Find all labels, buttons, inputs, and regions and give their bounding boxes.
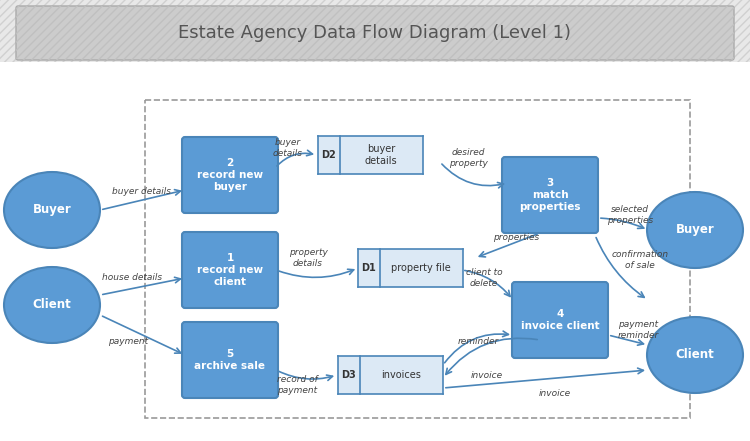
Ellipse shape bbox=[4, 172, 100, 248]
Text: house details: house details bbox=[102, 273, 162, 281]
Text: Client: Client bbox=[676, 348, 714, 362]
Text: reminder: reminder bbox=[458, 337, 499, 347]
Text: D1: D1 bbox=[362, 263, 376, 273]
Text: D3: D3 bbox=[341, 370, 356, 380]
FancyBboxPatch shape bbox=[502, 157, 598, 233]
Text: record of
payment: record of payment bbox=[277, 375, 317, 395]
Bar bbox=[358, 249, 463, 287]
Text: 5
archive sale: 5 archive sale bbox=[194, 349, 266, 371]
Bar bbox=[338, 356, 442, 394]
Text: 1
record new
client: 1 record new client bbox=[197, 253, 263, 288]
Text: property
details: property details bbox=[289, 248, 328, 268]
Text: selected
properties: selected properties bbox=[607, 206, 653, 225]
Text: 4
invoice client: 4 invoice client bbox=[520, 309, 599, 331]
Text: payment
reminder: payment reminder bbox=[617, 320, 658, 340]
Text: property file: property file bbox=[392, 263, 451, 273]
Text: Client: Client bbox=[33, 299, 71, 311]
Text: Buyer: Buyer bbox=[33, 203, 71, 217]
Text: 3
match
properties: 3 match properties bbox=[519, 178, 580, 213]
Text: D2: D2 bbox=[321, 150, 336, 160]
FancyBboxPatch shape bbox=[182, 232, 278, 308]
Bar bbox=[0, 62, 750, 441]
Ellipse shape bbox=[647, 192, 743, 268]
FancyBboxPatch shape bbox=[182, 137, 278, 213]
Text: 2
record new
buyer: 2 record new buyer bbox=[197, 157, 263, 192]
Text: desired
property: desired property bbox=[448, 148, 488, 168]
Text: Estate Agency Data Flow Diagram (Level 1): Estate Agency Data Flow Diagram (Level 1… bbox=[178, 24, 572, 42]
Bar bbox=[317, 136, 422, 174]
Text: properties: properties bbox=[493, 233, 539, 243]
Text: confirmation
of sale: confirmation of sale bbox=[611, 250, 668, 270]
Bar bbox=[145, 100, 690, 418]
FancyBboxPatch shape bbox=[182, 322, 278, 398]
Text: buyer details: buyer details bbox=[112, 187, 172, 197]
Text: invoices: invoices bbox=[381, 370, 421, 380]
Ellipse shape bbox=[4, 267, 100, 343]
Text: invoice: invoice bbox=[471, 370, 503, 380]
FancyBboxPatch shape bbox=[512, 282, 608, 358]
FancyBboxPatch shape bbox=[16, 6, 734, 60]
Text: invoice: invoice bbox=[539, 389, 571, 397]
Ellipse shape bbox=[647, 317, 743, 393]
Text: buyer
details: buyer details bbox=[364, 144, 398, 166]
Text: Buyer: Buyer bbox=[676, 224, 714, 236]
Text: payment: payment bbox=[108, 337, 148, 347]
Text: buyer
details: buyer details bbox=[273, 138, 303, 158]
Text: client to
delete: client to delete bbox=[466, 268, 503, 288]
